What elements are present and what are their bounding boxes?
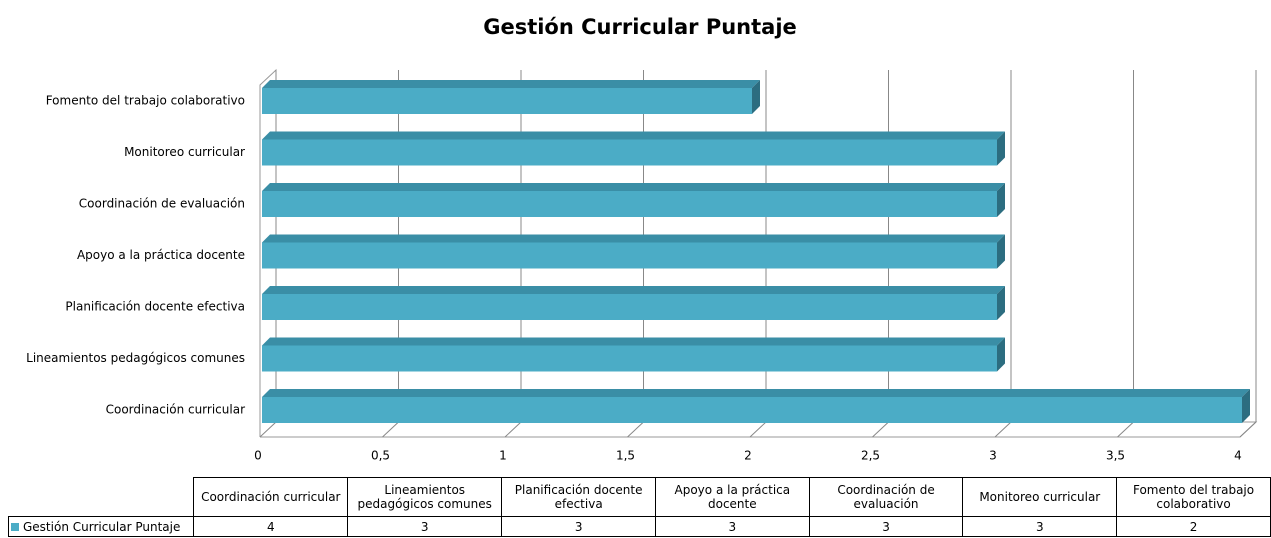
y-tick-label: Apoyo a la práctica docente (77, 248, 245, 262)
bar-top (262, 183, 1005, 191)
table-value-cell: 3 (501, 516, 657, 537)
x-tick-label: 3 (989, 449, 997, 463)
bar (262, 183, 1005, 217)
x-tick-label: 1,5 (616, 449, 635, 463)
blank-cell (8, 477, 195, 517)
row-label: Gestión Curricular Puntaje (7, 516, 195, 537)
grid-line (1239, 70, 1257, 438)
bar-side (1242, 389, 1250, 423)
bar-side (997, 337, 1005, 372)
x-tick-label: 2 (744, 449, 752, 463)
bar-side (997, 131, 1005, 166)
bar-front (262, 294, 997, 320)
bar (262, 286, 1005, 320)
chart: Gestión Curricular Puntaje 0 0,5 1 1,5 2 2,5 3… (26, 15, 1258, 463)
x-tick-label: 1 (499, 449, 507, 463)
bar-top (262, 234, 1005, 243)
table-value-cell: 3 (347, 516, 503, 537)
bar (262, 80, 760, 114)
data-table: Coordinación curricular Lineamientos peda… (7, 477, 1271, 537)
bar-front (262, 345, 997, 372)
bar-side (997, 183, 1005, 217)
bar-top (262, 337, 1005, 346)
bar-front (262, 191, 997, 217)
table-header-cell: Monitoreo curricular (962, 477, 1118, 517)
bar-front (262, 88, 752, 114)
table-header-cell: Coordinación de evaluación (808, 477, 964, 517)
x-tick-label: 2,5 (861, 449, 880, 463)
bar-top (262, 131, 1005, 140)
bar (262, 131, 1005, 166)
bar (262, 337, 1005, 372)
bar-top (262, 286, 1005, 294)
legend-swatch (11, 522, 19, 531)
legend-text: Gestión Curricular Puntaje (23, 519, 181, 534)
x-tick-label: 3,5 (1106, 449, 1125, 463)
x-tick-label: 0 (254, 449, 262, 463)
y-tick-label: Lineamientos pedagógicos comunes (26, 351, 245, 365)
y-tick-label: Coordinación de evaluación (79, 197, 245, 211)
bar-front (262, 242, 997, 269)
bar-top (262, 80, 760, 88)
table-value-cell: 3 (962, 516, 1118, 537)
table-header-cell: Lineamientos pedagógicos comunes (347, 477, 503, 517)
x-tick-label: 4 (1234, 449, 1242, 463)
y-tick-label: Monitoreo curricular (124, 145, 245, 159)
table-header-row: Coordinación curricular Lineamientos peda… (8, 477, 1271, 517)
grid-line (1117, 70, 1134, 438)
bar-side (997, 286, 1005, 320)
table-value-cell: 3 (655, 516, 810, 537)
table-header-cell: Fomento del trabajo colaborativo (1116, 477, 1271, 517)
table-header-cell: Coordinación curricular (193, 477, 349, 517)
y-tick-label: Coordinación curricular (106, 403, 245, 417)
bar-side (997, 234, 1005, 269)
table-value-cell: 2 (1116, 516, 1271, 537)
bar (262, 234, 1005, 269)
bar-front (262, 139, 997, 166)
table-value-row: Gestión Curricular Puntaje 4 3 3 3 3 3 2 (7, 516, 1271, 537)
chart-title: Gestión Curricular Puntaje (483, 15, 797, 39)
y-tick-label: Planificación docente efectiva (65, 300, 245, 314)
y-tick-label: Fomento del trabajo colaborativo (46, 94, 245, 108)
table-value-cell: 4 (193, 516, 349, 537)
bar-front (262, 397, 1242, 423)
table-header-cell: Planificación docente efectiva (501, 477, 657, 517)
table-value-cell: 3 (808, 516, 964, 537)
bar-side (752, 80, 760, 114)
x-tick-label: 0,5 (371, 449, 390, 463)
table-header-cell: Apoyo a la práctica docente (655, 477, 810, 517)
bar (262, 389, 1250, 423)
bar-top (262, 389, 1250, 397)
